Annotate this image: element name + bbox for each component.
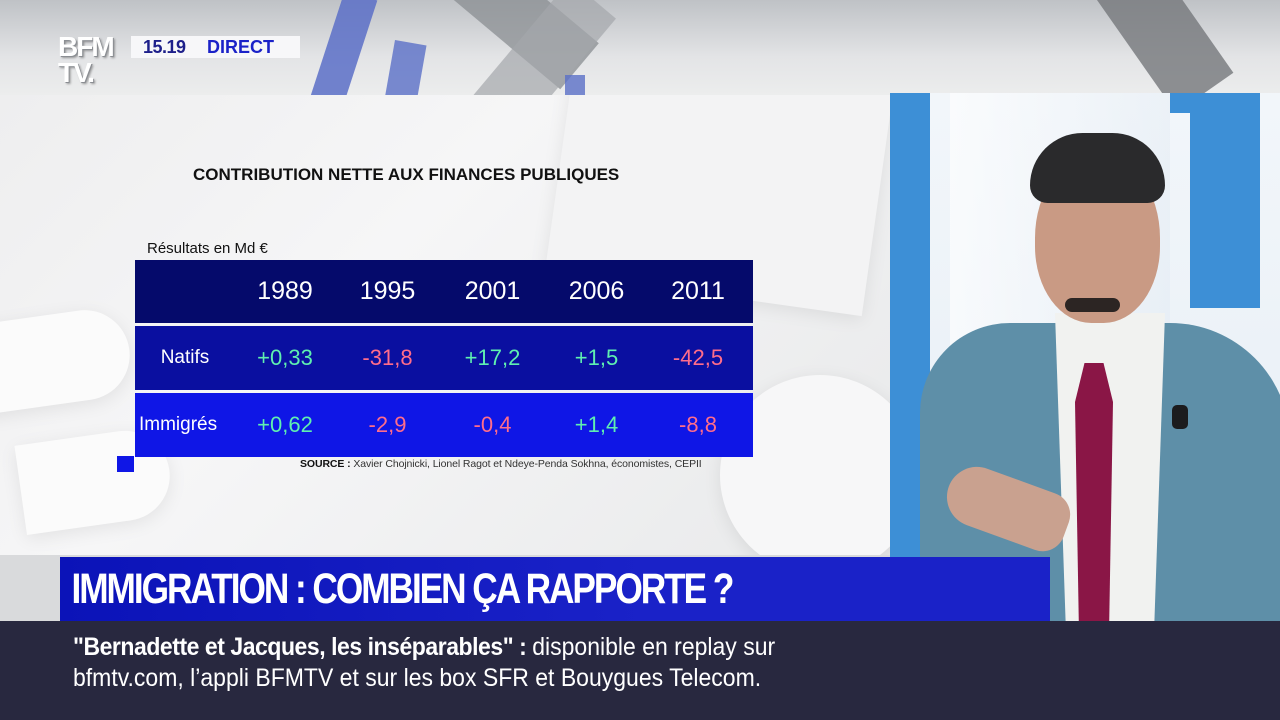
table-header-cell: 1989 bbox=[257, 277, 313, 305]
table-cell: -42,5 bbox=[672, 345, 724, 370]
table-cell: +17,2 bbox=[464, 345, 521, 370]
table-row: Natifs +0,33 -31,8 +17,2 +1,5 -42,5 bbox=[135, 326, 753, 390]
live-badge: 15.19 DIRECT bbox=[131, 36, 300, 58]
table-cell: +0,62 bbox=[257, 412, 313, 437]
table-cell: +1,4 bbox=[574, 412, 619, 437]
presenter bbox=[890, 93, 1280, 623]
table-header-row: 1989 1995 2001 2006 2011 bbox=[135, 260, 753, 323]
headline-banner: IMMIGRATION : COMBIEN ÇA RAPPORTE ? bbox=[60, 557, 1050, 621]
decor-stripe bbox=[1090, 0, 1234, 95]
source-text: Xavier Chojnicki, Lionel Ragot et Ndeye-… bbox=[353, 458, 702, 470]
table-cell: +0,33 bbox=[257, 345, 313, 370]
decor-stripe bbox=[565, 75, 585, 95]
data-table: 1989 1995 2001 2006 2011 Natifs +0,33 -3… bbox=[135, 260, 753, 457]
source-note: SOURCE : Xavier Chojnicki, Lionel Ragot … bbox=[300, 458, 702, 470]
ticker-line-1: "Bernadette et Jacques, les inséparables… bbox=[73, 633, 836, 662]
microphone-icon bbox=[1172, 405, 1188, 429]
presenter-mustache bbox=[1065, 298, 1120, 312]
logo-line2: TV. bbox=[58, 57, 95, 88]
ticker-separator: : bbox=[513, 633, 533, 661]
table-cell: -8,8 bbox=[679, 412, 717, 437]
news-ticker: "Bernadette et Jacques, les inséparables… bbox=[0, 621, 1280, 720]
headline-text: IMMIGRATION : COMBIEN ÇA RAPPORTE ? bbox=[71, 564, 734, 613]
ticker-line1-rest: disponible en replay sur bbox=[532, 633, 776, 661]
set-decor bbox=[1190, 93, 1260, 308]
presenter-hair bbox=[1030, 133, 1165, 203]
ticker-line2-text: bfmtv.com, l’appli BFMTV et sur les box … bbox=[73, 664, 762, 692]
channel-logo: BFM TV. bbox=[58, 31, 124, 90]
table-cell: -0,4 bbox=[473, 412, 512, 437]
camera-feed bbox=[890, 93, 1280, 623]
table-row: Immigrés +0,62 -2,9 -0,4 +1,4 -8,8 bbox=[135, 393, 753, 457]
table-header-cell: 2006 bbox=[568, 277, 625, 305]
presenter-tie bbox=[1075, 363, 1113, 623]
table-cell: -31,8 bbox=[362, 345, 413, 370]
live-label: DIRECT bbox=[207, 36, 274, 57]
ticker-bold-title: "Bernadette et Jacques, les inséparables… bbox=[73, 633, 514, 661]
decor-stripe bbox=[307, 0, 378, 95]
decor-square bbox=[117, 456, 134, 472]
table-cell: -2,9 bbox=[368, 412, 407, 437]
row-label: Natifs bbox=[160, 347, 210, 368]
unit-label: Résultats en Md € bbox=[147, 240, 268, 257]
row-label: Immigrés bbox=[139, 414, 218, 435]
table-header-cell: 2011 bbox=[671, 277, 725, 305]
table-header-cell: 1995 bbox=[359, 277, 416, 305]
table-cell: +1,5 bbox=[574, 345, 619, 370]
logo-line1: BFM bbox=[58, 31, 115, 62]
table-header-cell: 2001 bbox=[464, 277, 521, 305]
decor-shape bbox=[0, 304, 136, 416]
clock-time: 15.19 bbox=[143, 36, 186, 57]
infographic-panel: CONTRIBUTION NETTE AUX FINANCES PUBLIQUE… bbox=[0, 95, 890, 555]
ticker-line-2: bfmtv.com, l’appli BFMTV et sur les box … bbox=[73, 664, 821, 693]
decor-stripe bbox=[381, 40, 427, 95]
source-label: SOURCE : bbox=[300, 458, 351, 470]
set-decor bbox=[1170, 93, 1260, 113]
infographic-title: CONTRIBUTION NETTE AUX FINANCES PUBLIQUE… bbox=[193, 165, 620, 184]
